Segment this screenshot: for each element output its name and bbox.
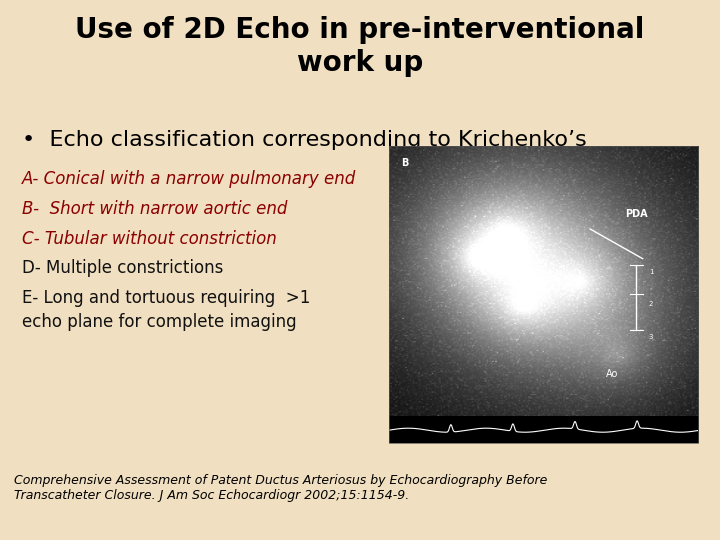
Text: PDA: PDA xyxy=(625,209,648,219)
Text: D- Multiple constrictions: D- Multiple constrictions xyxy=(22,259,223,277)
Text: •  Echo classification corresponding to Krichenko’s: • Echo classification corresponding to K… xyxy=(22,130,586,150)
Text: C- Tubular without constriction: C- Tubular without constriction xyxy=(22,230,276,247)
Text: echo plane for complete imaging: echo plane for complete imaging xyxy=(22,313,296,331)
Text: Use of 2D Echo in pre-interventional
work up: Use of 2D Echo in pre-interventional wor… xyxy=(76,16,644,77)
Text: 3: 3 xyxy=(649,334,653,340)
Text: Comprehensive Assessment of Patent Ductus Arteriosus by Echocardiography Before
: Comprehensive Assessment of Patent Ductu… xyxy=(14,474,548,502)
Text: 2: 2 xyxy=(649,301,653,307)
Text: Ao: Ao xyxy=(606,369,618,380)
Text: MPA: MPA xyxy=(470,256,493,267)
Text: A- Conical with a narrow pulmonary end: A- Conical with a narrow pulmonary end xyxy=(22,170,356,188)
Text: B-  Short with narrow aortic end: B- Short with narrow aortic end xyxy=(22,200,287,218)
Text: B: B xyxy=(401,158,408,168)
Text: E- Long and tortuous requiring  >1: E- Long and tortuous requiring >1 xyxy=(22,289,310,307)
Text: 1: 1 xyxy=(649,268,653,274)
